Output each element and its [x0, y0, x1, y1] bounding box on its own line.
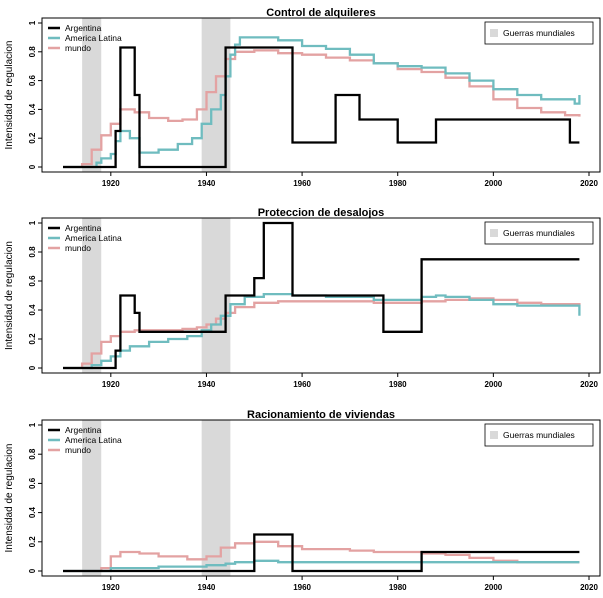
x-tick-label: 1980 [389, 583, 407, 592]
legend-label: America Latina [65, 435, 122, 445]
chart-title: Proteccion de desalojos [258, 207, 385, 219]
y-tick-label: 0.8 [28, 246, 37, 258]
x-tick-label: 1960 [293, 179, 311, 188]
y-tick-label: 0.2 [28, 536, 37, 548]
x-tick-label: 1920 [102, 179, 120, 188]
y-tick-label: 0.8 [28, 448, 37, 460]
x-tick-label: 1940 [198, 380, 216, 389]
x-tick-label: 2000 [484, 583, 502, 592]
y-tick-label: 0.4 [28, 304, 37, 316]
wars-legend: Guerras mundiales [484, 221, 594, 245]
legend-label: Argentina [65, 23, 102, 33]
legend-label: mundo [65, 445, 91, 455]
series-line-mundo [63, 540, 580, 573]
chart-title: Racionamiento de viviendas [247, 409, 395, 421]
plot-frame [41, 419, 601, 577]
wars-legend-label: Guerras mundiales [503, 228, 575, 238]
plot-frame [41, 217, 601, 374]
x-tick-label: 1980 [389, 380, 407, 389]
war-shading-2 [201, 420, 231, 576]
y-axis-title: Intensidad de regulacion [4, 241, 15, 350]
y-tick-label: 0.4 [28, 506, 37, 518]
x-tick-label: 1960 [293, 380, 311, 389]
series-line-argentina [63, 221, 580, 370]
y-axis-title: Intensidad de regulacion [4, 444, 15, 553]
legend-label: Argentina [65, 223, 102, 233]
legend-label: Argentina [65, 425, 102, 435]
x-tick-label: 2020 [580, 583, 598, 592]
x-tick-label: 2020 [580, 380, 598, 389]
y-tick-label: 0.2 [28, 333, 37, 345]
y-axis-title: Intensidad de regulacion [4, 41, 15, 150]
y-tick-label: 0.6 [28, 275, 37, 287]
panel-1: Control de alquileres 0 0.2 0.4 0.6 0.8 1 Inten… [4, 7, 601, 188]
wars-legend-label: Guerras mundiales [503, 430, 575, 440]
y-tick-label: 1 [28, 20, 37, 25]
series-line-mundo [63, 297, 581, 370]
x-tick-label: 1940 [198, 583, 216, 592]
plot-frame [41, 17, 601, 173]
war-shading-1 [82, 420, 102, 576]
legend-label: America Latina [65, 233, 122, 243]
y-tick-label: 1 [28, 422, 37, 427]
legend-label: mundo [65, 243, 91, 253]
series-line-argentina [63, 533, 580, 573]
panel-2: Proteccion de desalojos 0 0.2 0.4 0.6 0.8 1 Int… [4, 207, 601, 389]
panel-3: Racionamiento de viviendas 0 0.2 0.4 0.6 0.8 1… [4, 409, 601, 592]
wars-legend-swatch [490, 29, 498, 37]
series-line-america-latina [63, 292, 581, 370]
x-tick-label: 1920 [102, 583, 120, 592]
wars-legend-swatch [490, 431, 498, 439]
legend-label: America Latina [65, 33, 122, 43]
wars-legend-label: Guerras mundiales [503, 28, 575, 38]
x-tick-label: 2020 [580, 179, 598, 188]
y-tick-label: 0 [28, 365, 37, 370]
wars-legend-box [484, 221, 594, 245]
y-tick-label: 0.2 [28, 132, 37, 144]
wars-legend: Guerras mundiales [484, 423, 594, 447]
series-line-america-latina [63, 559, 580, 573]
y-tick-label: 0.4 [28, 103, 37, 115]
wars-legend-box [484, 21, 594, 45]
x-tick-label: 1980 [389, 179, 407, 188]
x-tick-label: 1940 [198, 179, 216, 188]
y-tick-label: 0.6 [28, 477, 37, 489]
y-tick-label: 0 [28, 568, 37, 573]
series-line-argentina [63, 46, 580, 169]
y-tick-label: 1 [28, 220, 37, 225]
chart-title: Control de alquileres [266, 7, 375, 19]
y-tick-label: 0 [28, 164, 37, 169]
wars-legend: Guerras mundiales [484, 21, 594, 45]
wars-legend-swatch [490, 229, 498, 237]
y-tick-label: 0.8 [28, 46, 37, 58]
x-tick-label: 2000 [484, 179, 502, 188]
x-tick-label: 2000 [484, 380, 502, 389]
wars-legend-box [484, 423, 594, 447]
series-line-america-latina [63, 36, 581, 169]
x-tick-label: 1960 [293, 583, 311, 592]
war-shading-1 [82, 18, 102, 172]
legend-label: mundo [65, 43, 91, 53]
y-tick-label: 0.6 [28, 74, 37, 86]
war-shading-1 [82, 218, 102, 373]
x-tick-label: 1920 [102, 380, 120, 389]
